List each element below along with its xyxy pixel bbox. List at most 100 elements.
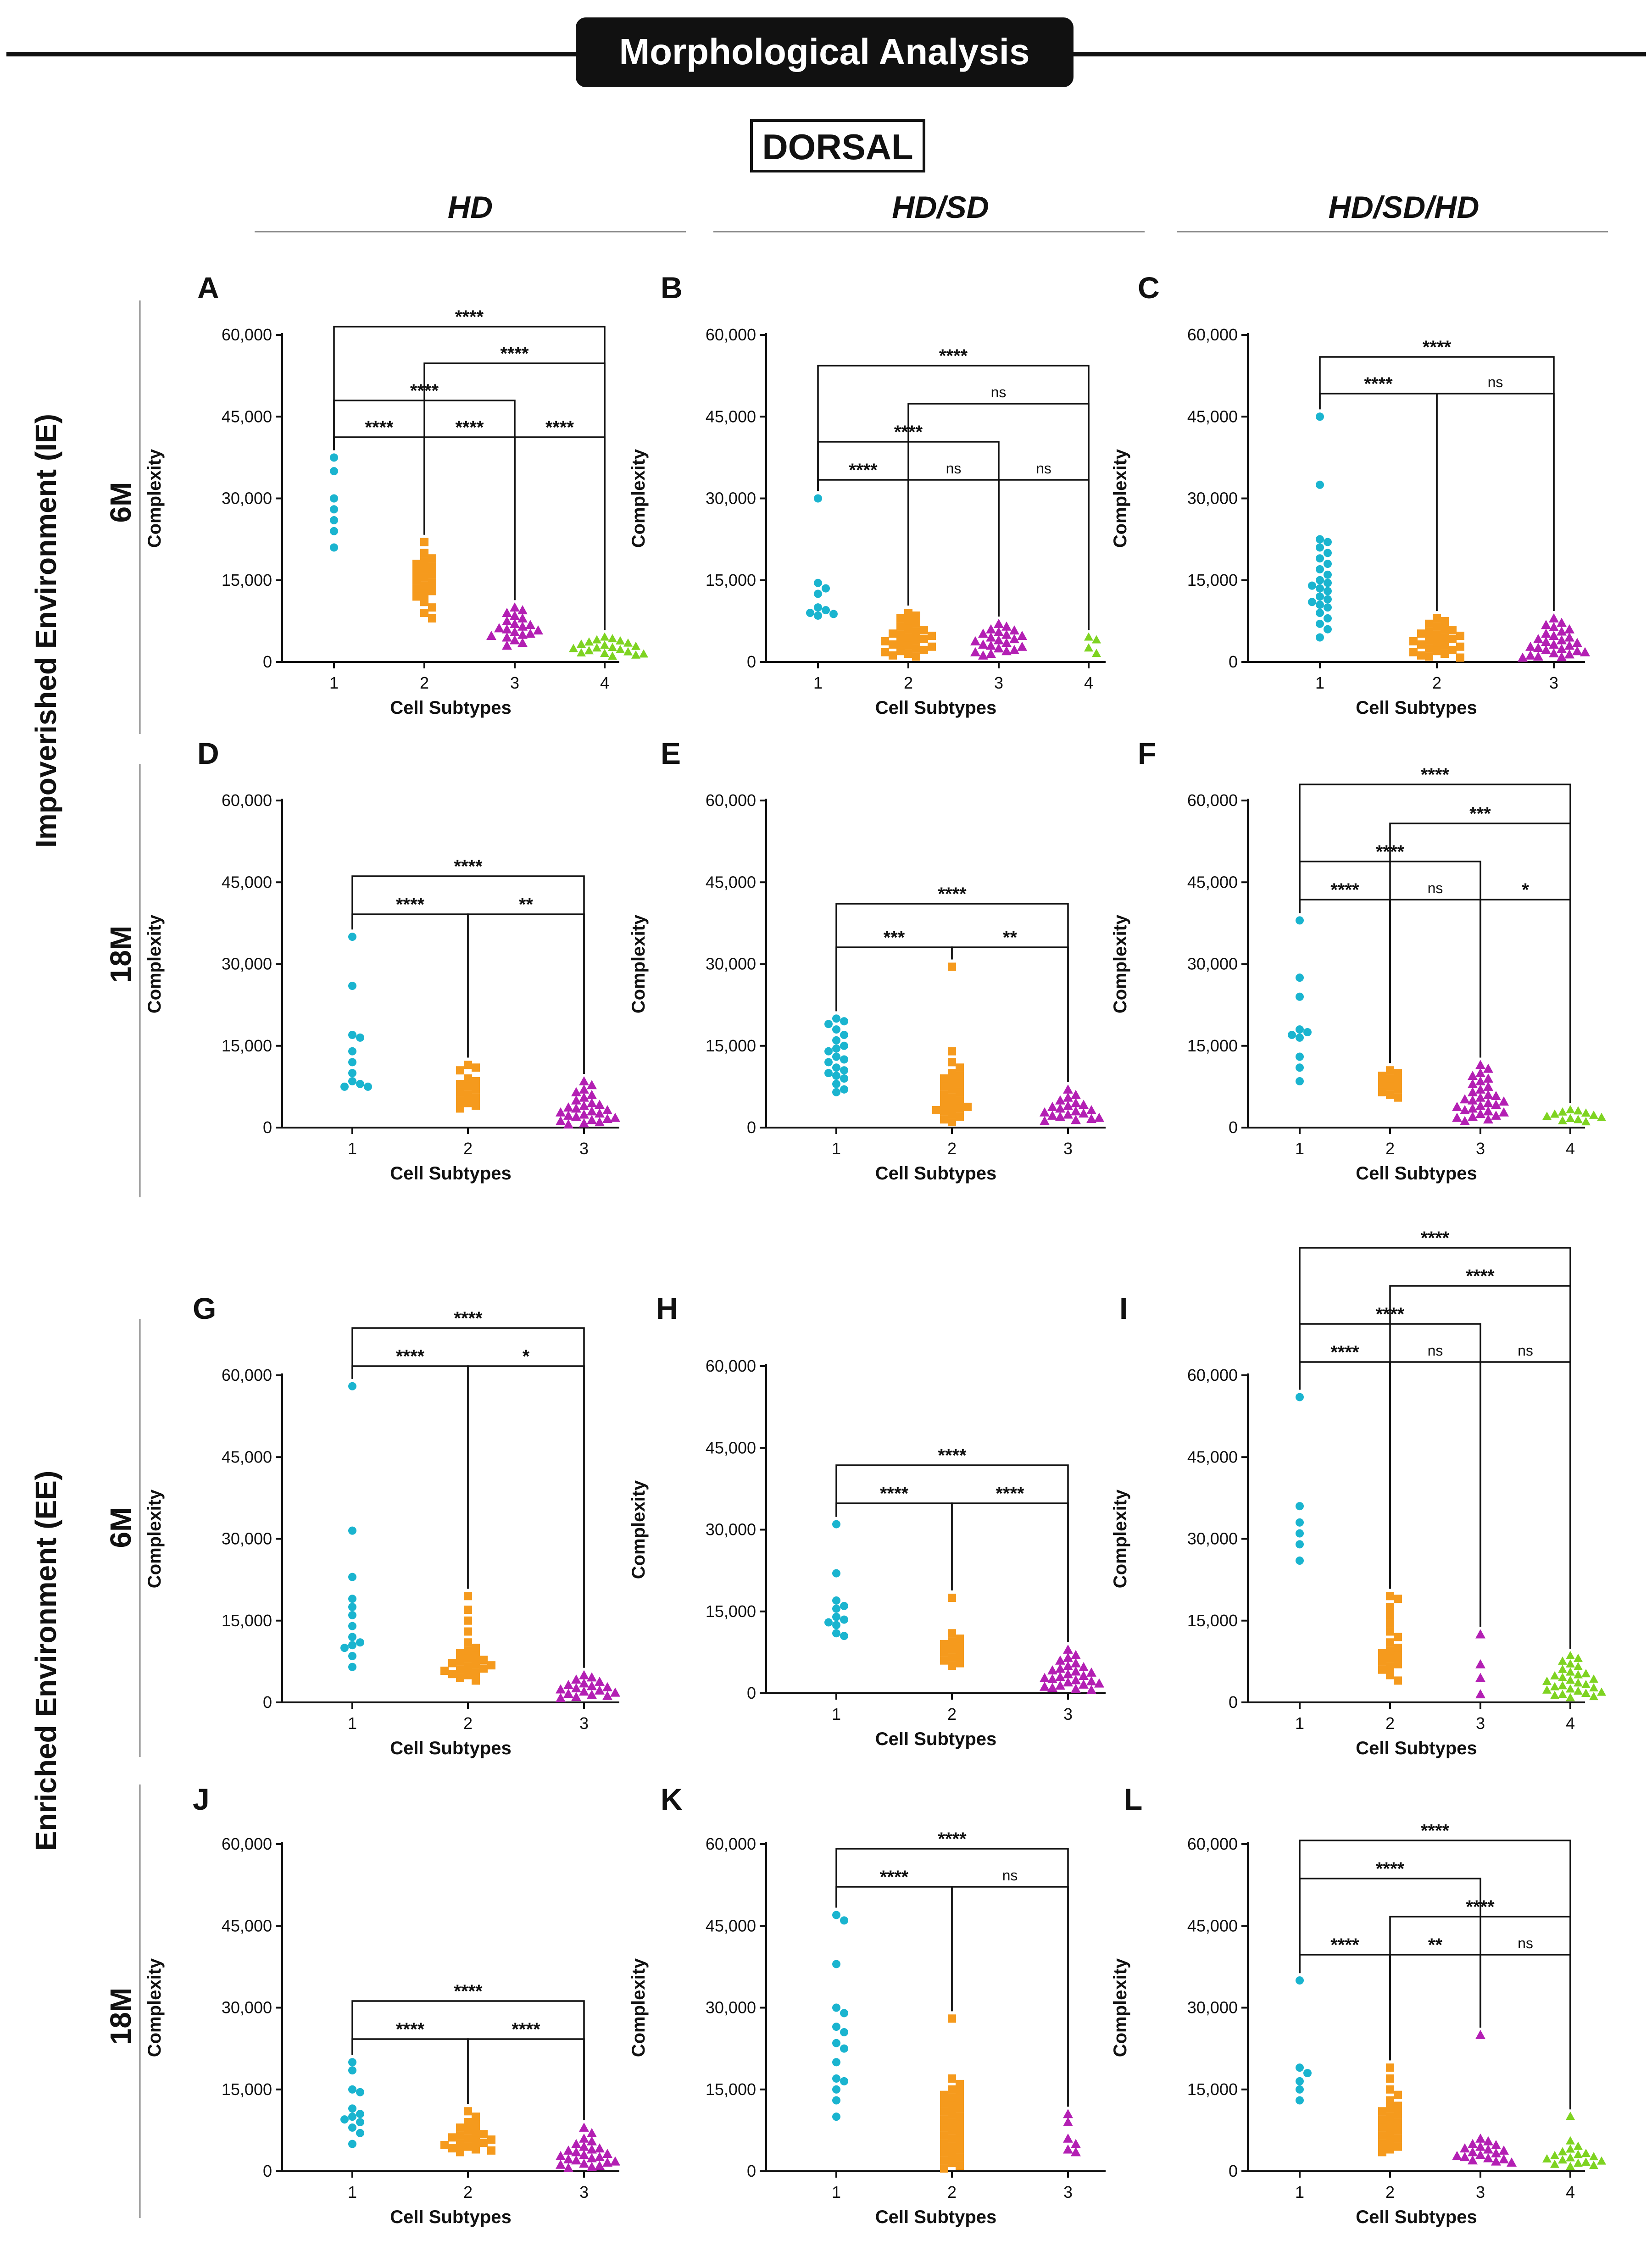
point-j-subtype-1 (356, 2088, 364, 2096)
point-h-subtype-2 (948, 1645, 956, 1654)
y-tick-label: 30,000 (706, 955, 756, 973)
point-e-subtype-1 (832, 1052, 840, 1061)
point-i-subtype-2 (1378, 1657, 1386, 1666)
point-k-subtype-2 (940, 2140, 948, 2148)
point-c-subtype-3 (1564, 624, 1574, 634)
point-i-subtype-1 (1296, 1540, 1304, 1549)
point-l-subtype-3 (1499, 2154, 1509, 2163)
point-b-subtype-3 (986, 624, 996, 634)
point-e-subtype-1 (840, 1017, 848, 1026)
point-c-subtype-1 (1316, 600, 1324, 609)
point-i-subtype-2 (1394, 1644, 1402, 1652)
significance-bracket-b-1-4 (817, 365, 1090, 630)
point-e-subtype-2 (956, 1096, 964, 1105)
x-axis-label: Cell Subtypes (390, 1738, 512, 1758)
point-j-subtype-2 (448, 2133, 456, 2142)
significance-label-h-1-2: **** (880, 1484, 909, 1504)
point-j-subtype-1 (348, 2058, 356, 2067)
point-e-subtype-1 (840, 1055, 848, 1064)
point-c-subtype-2 (1456, 642, 1464, 651)
point-f-subtype-3 (1452, 1112, 1462, 1122)
point-a-subtype-4 (592, 635, 601, 644)
point-i-subtype-2 (1394, 1660, 1402, 1668)
point-g-subtype-2 (472, 1644, 480, 1652)
point-b-subtype-4 (1084, 643, 1093, 652)
point-i-subtype-4 (1566, 1651, 1575, 1659)
point-j-subtype-3 (587, 2128, 597, 2137)
point-a-subtype-4 (608, 634, 617, 643)
point-j-subtype-2 (464, 2126, 472, 2135)
point-c-subtype-3 (1557, 635, 1567, 645)
point-l-subtype-3 (1475, 2141, 1485, 2151)
point-c-subtype-1 (1324, 603, 1332, 612)
y-tick-label: 45,000 (706, 1916, 756, 1935)
significance-bracket-i-2-3 (1389, 1361, 1481, 1627)
point-d-subtype-2 (464, 1074, 472, 1083)
point-f-subtype-3 (1460, 1116, 1470, 1125)
point-e-subtype-2 (948, 1069, 956, 1078)
point-d-subtype-1 (340, 1082, 349, 1091)
point-b-subtype-3 (1009, 645, 1019, 654)
point-a-subtype-2 (428, 554, 436, 563)
point-d-subtype-1 (348, 1047, 356, 1056)
point-h-subtype-1 (832, 1621, 840, 1629)
point-h-subtype-3 (1055, 1663, 1065, 1673)
point-c-subtype-1 (1324, 578, 1332, 587)
point-j-subtype-2 (456, 2148, 464, 2157)
point-h-subtype-1 (832, 1569, 840, 1578)
point-d-subtype-2 (472, 1085, 480, 1094)
point-c-subtype-3 (1541, 645, 1551, 654)
point-a-subtype-2 (412, 560, 421, 568)
point-i-subtype-2 (1386, 1646, 1394, 1655)
y-axis-label: Complexity (1110, 1958, 1130, 2057)
point-j-subtype-2 (472, 2129, 480, 2137)
point-i-subtype-4 (1558, 1690, 1567, 1698)
point-k-subtype-2 (940, 2090, 948, 2099)
point-d-subtype-2 (456, 1096, 464, 1105)
point-k-subtype-2 (940, 2164, 948, 2173)
point-f-subtype-2 (1378, 1088, 1386, 1096)
panel-letter-k: K (661, 1782, 683, 1816)
panel-j: J 0 15,000 30,000 45,000 60,000 Complexity 1 2 3 C… (145, 1782, 620, 2227)
y-axis-label: Complexity (1110, 914, 1130, 1013)
point-k-subtype-2 (948, 2110, 956, 2118)
point-i-subtype-4 (1550, 1682, 1559, 1690)
significance-label-a-3-4: **** (545, 417, 574, 438)
point-l-subtype-2 (1378, 2140, 1386, 2148)
point-f-subtype-3 (1475, 1084, 1485, 1094)
y-axis-label: Complexity (629, 449, 649, 548)
y-tick-label: 45,000 (706, 1438, 756, 1457)
point-l-subtype-1 (1296, 2096, 1304, 2105)
point-h-subtype-2 (948, 1629, 956, 1638)
significance-bracket-c-1-2 (1319, 393, 1438, 611)
x-tick-label: 4 (600, 673, 609, 692)
point-j-subtype-2 (472, 2120, 480, 2129)
point-b-subtype-2 (912, 636, 920, 645)
significance-label-g-1-3: **** (454, 1308, 483, 1329)
significance-label-d-2-3: ** (519, 895, 534, 915)
point-b-subtype-2 (912, 644, 920, 653)
point-e-subtype-1 (832, 1025, 840, 1034)
point-c-subtype-1 (1316, 584, 1324, 593)
point-i-subtype-4 (1566, 1667, 1575, 1676)
point-j-subtype-1 (348, 2104, 356, 2113)
point-k-subtype-1 (832, 2074, 840, 2083)
point-g-subtype-3 (587, 1690, 597, 1699)
point-c-subtype-1 (1316, 576, 1324, 584)
point-a-subtype-4 (631, 650, 640, 659)
y-tick-label: 15,000 (222, 2080, 272, 2099)
age-label-ie-18m: 18M (104, 926, 137, 983)
point-i-subtype-4 (1581, 1669, 1591, 1678)
y-axis-label: Complexity (145, 449, 165, 548)
x-tick-label: 1 (832, 1705, 841, 1723)
point-g-subtype-1 (348, 1611, 356, 1619)
point-b-subtype-3 (986, 640, 996, 650)
x-tick-label: 3 (1476, 1714, 1485, 1733)
panel-letter-b: B (661, 271, 683, 305)
point-a-subtype-3 (494, 623, 504, 633)
point-f-subtype-1 (1303, 1028, 1312, 1037)
point-l-subtype-2 (1394, 2110, 1402, 2118)
significance-bracket-l-1-4 (1299, 1840, 1571, 2110)
point-f-subtype-2 (1378, 1079, 1386, 1088)
point-c-subtype-2 (1409, 648, 1418, 656)
